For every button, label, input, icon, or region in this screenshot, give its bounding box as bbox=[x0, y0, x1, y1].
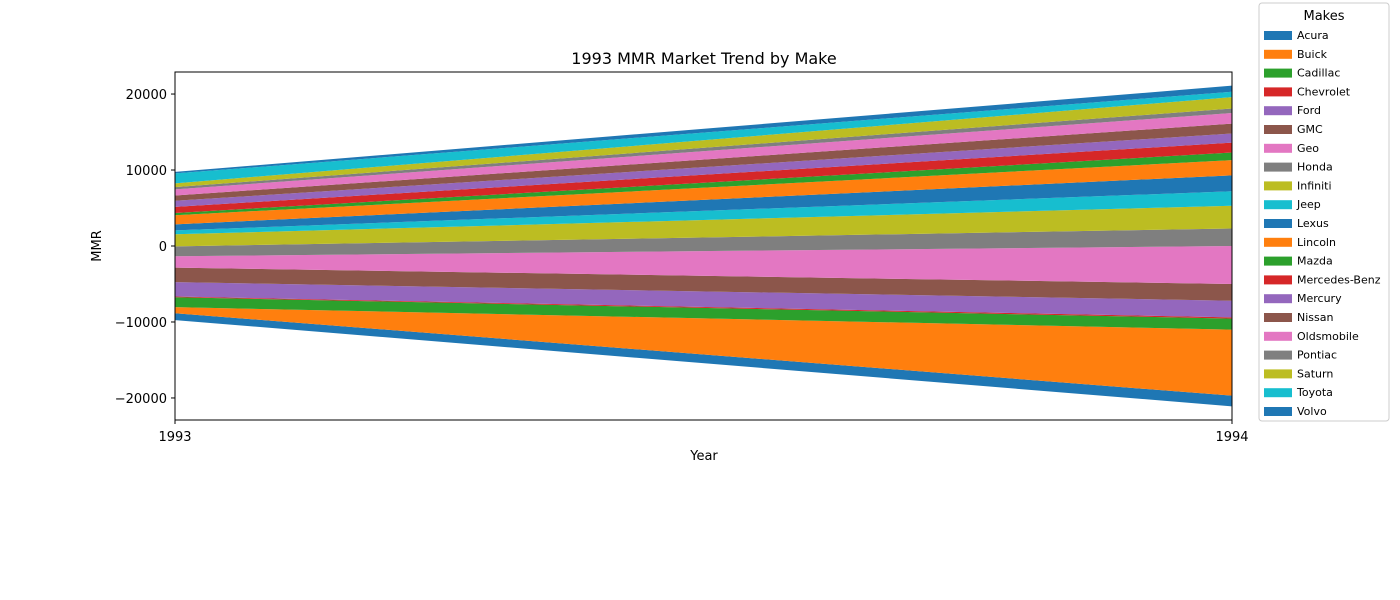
legend-label: Geo bbox=[1297, 142, 1319, 155]
legend-label: Volvo bbox=[1297, 405, 1327, 418]
stream-area bbox=[175, 205, 1232, 247]
legend-swatch bbox=[1264, 125, 1292, 134]
legend-swatch bbox=[1264, 87, 1292, 97]
legend-label: Toyota bbox=[1296, 386, 1333, 399]
legend-label: Nissan bbox=[1297, 311, 1333, 324]
stream-area bbox=[175, 97, 1232, 188]
stream-area bbox=[175, 296, 1232, 319]
stream-area bbox=[175, 123, 1232, 201]
stream-area bbox=[175, 160, 1232, 225]
legend-swatch bbox=[1264, 31, 1292, 40]
legend-swatch bbox=[1264, 106, 1292, 116]
stream-area bbox=[175, 142, 1232, 213]
legend-swatch bbox=[1264, 407, 1292, 416]
stream-area bbox=[175, 113, 1232, 196]
stream-area bbox=[175, 246, 1232, 284]
x-tick-label: 1993 bbox=[158, 430, 191, 445]
x-tick-label: 1994 bbox=[1215, 430, 1248, 445]
y-tick-label: −20000 bbox=[115, 392, 167, 407]
legend-swatch bbox=[1264, 49, 1292, 59]
legend-swatch bbox=[1264, 275, 1292, 285]
stream-area bbox=[175, 85, 1232, 174]
y-tick-label: 0 bbox=[159, 240, 167, 255]
legend-swatch bbox=[1264, 256, 1292, 266]
x-axis-label: Year bbox=[689, 449, 718, 464]
stream-area bbox=[175, 133, 1232, 207]
legend-label: Infiniti bbox=[1297, 179, 1332, 192]
y-tick-label: −10000 bbox=[115, 316, 167, 331]
legend-swatch bbox=[1264, 181, 1292, 191]
stream-area bbox=[175, 307, 1232, 396]
stream-area bbox=[175, 108, 1232, 190]
legend-swatch bbox=[1264, 237, 1292, 247]
stream-area bbox=[175, 191, 1232, 235]
y-tick-label: 20000 bbox=[126, 88, 167, 103]
legend-label: Pontiac bbox=[1297, 349, 1337, 362]
legend-label: Mercedes-Benz bbox=[1297, 273, 1381, 286]
legend-label: Honda bbox=[1297, 161, 1333, 174]
legend-swatch bbox=[1264, 68, 1292, 78]
stream-area bbox=[175, 282, 1232, 318]
legend-swatch bbox=[1264, 143, 1292, 153]
legend-label: Acura bbox=[1297, 29, 1329, 42]
legend-label: GMC bbox=[1297, 123, 1323, 136]
legend-label: Cadillac bbox=[1297, 67, 1340, 80]
chart-title: 1993 MMR Market Trend by Make bbox=[571, 49, 836, 68]
y-axis-label: MMR bbox=[90, 230, 105, 261]
stream-area bbox=[175, 297, 1232, 330]
legend-swatch bbox=[1264, 331, 1292, 341]
y-tick-label: 10000 bbox=[126, 164, 167, 179]
stream-area bbox=[175, 313, 1232, 407]
stream-area bbox=[175, 152, 1232, 216]
legend-swatch bbox=[1264, 313, 1292, 322]
stream-area bbox=[175, 267, 1232, 301]
legend-label: Lexus bbox=[1297, 217, 1329, 230]
stream-area bbox=[175, 228, 1232, 257]
stream-area bbox=[175, 91, 1232, 184]
legend-label: Oldsmobile bbox=[1297, 330, 1359, 343]
stream-area bbox=[175, 175, 1232, 231]
legend-label: Ford bbox=[1297, 104, 1321, 117]
legend-label: Jeep bbox=[1296, 198, 1321, 211]
legend-swatch bbox=[1264, 294, 1292, 304]
legend-label: Mercury bbox=[1297, 292, 1342, 305]
legend-label: Mazda bbox=[1297, 255, 1333, 268]
legend-swatch bbox=[1264, 388, 1292, 398]
legend-label: Saturn bbox=[1297, 367, 1333, 380]
legend-swatch bbox=[1264, 162, 1292, 172]
legend-swatch bbox=[1264, 350, 1292, 360]
legend-swatch bbox=[1264, 219, 1292, 228]
legend-title: Makes bbox=[1303, 9, 1344, 24]
legend-label: Lincoln bbox=[1297, 236, 1336, 249]
legend-label: Chevrolet bbox=[1297, 85, 1351, 98]
legend-swatch bbox=[1264, 200, 1292, 210]
legend-swatch bbox=[1264, 369, 1292, 379]
legend-label: Buick bbox=[1297, 48, 1328, 61]
